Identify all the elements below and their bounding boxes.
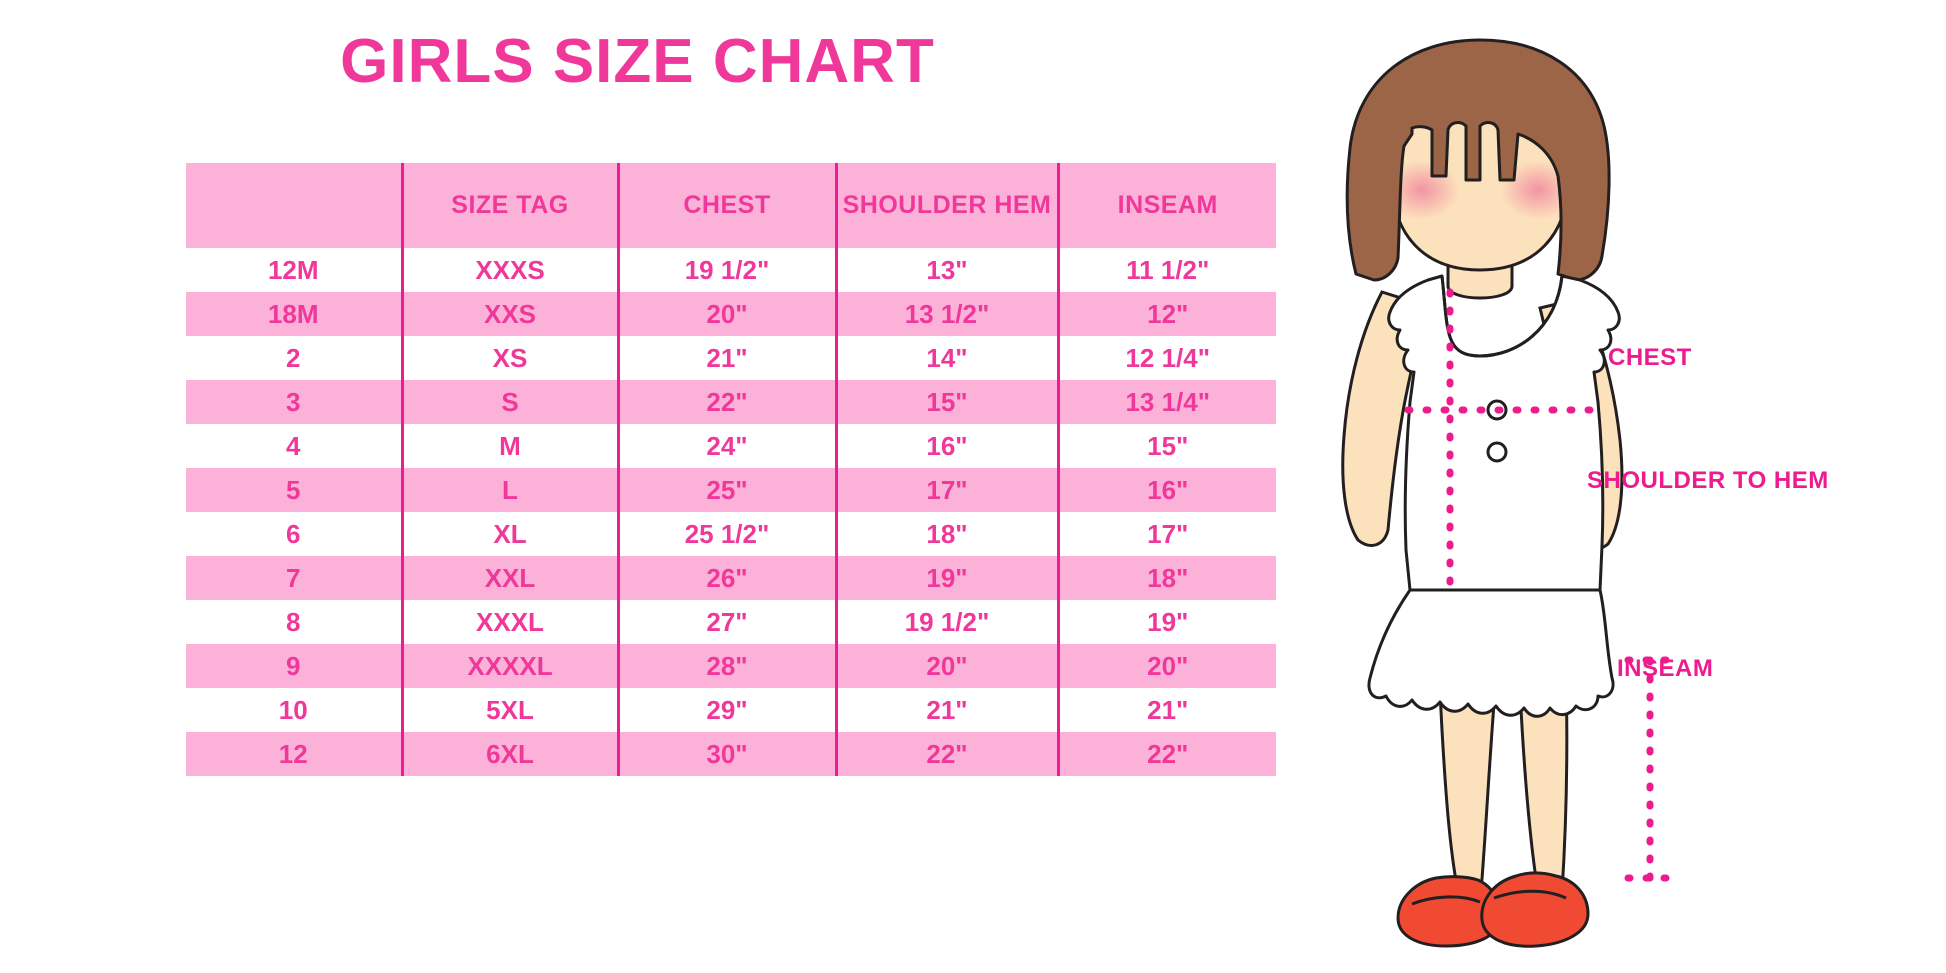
cell-size-tag: 5XL: [400, 688, 618, 732]
cell-size: 10: [186, 688, 402, 732]
table-row: 5 L 25" 17" 16": [186, 468, 1276, 512]
cell-size-tag: M: [400, 424, 618, 468]
figure-body-group: [1341, 38, 1676, 948]
cell-shoulder-hem: 21": [834, 688, 1058, 732]
cell-chest: 27": [616, 600, 836, 644]
cell-inseam: 15": [1056, 424, 1276, 468]
column-header-inseam: INSEAM: [1056, 163, 1276, 248]
girl-figure-illustration: [1300, 30, 1946, 970]
column-header-shoulder-hem: SHOULDER HEM: [834, 163, 1058, 248]
table-row: 8 XXXL 27" 19 1/2" 19": [186, 600, 1276, 644]
cell-size-tag: XXXXL: [400, 644, 618, 688]
cell-chest: 28": [616, 644, 836, 688]
table-row: 18M XXS 20" 13 1/2" 12": [186, 292, 1276, 336]
cell-inseam: 11 1/2": [1056, 248, 1276, 292]
cell-size: 18M: [186, 292, 402, 336]
column-header-size-tag: SIZE TAG: [400, 163, 618, 248]
cell-size: 2: [186, 336, 402, 380]
cell-size: 12M: [186, 248, 402, 292]
skirt-garment: [1367, 588, 1615, 718]
page-title: GIRLS SIZE CHART: [340, 27, 935, 96]
column-header-size: [186, 163, 402, 248]
size-chart-table: SIZE TAG CHEST SHOULDER HEM INSEAM 12M XX…: [186, 163, 1276, 776]
cell-inseam: 13 1/4": [1056, 380, 1276, 424]
cell-size-tag: XXS: [400, 292, 618, 336]
cell-inseam: 18": [1056, 556, 1276, 600]
button-lower: [1486, 441, 1508, 463]
cell-chest: 26": [616, 556, 836, 600]
cell-size: 5: [186, 468, 402, 512]
table-row: 3 S 22" 15" 13 1/4": [186, 380, 1276, 424]
cell-shoulder-hem: 17": [834, 468, 1058, 512]
cell-size: 7: [186, 556, 402, 600]
measurement-label-shoulder-to-hem: SHOULDER TO HEM: [1587, 467, 1829, 494]
cell-shoulder-hem: 15": [834, 380, 1058, 424]
table-row: 12 6XL 30" 22" 22": [186, 732, 1276, 776]
cell-inseam: 17": [1056, 512, 1276, 556]
cell-chest: 21": [616, 336, 836, 380]
cell-size-tag: XXL: [400, 556, 618, 600]
measurement-label-inseam: INSEAM: [1617, 655, 1714, 682]
cell-size-tag: S: [400, 380, 618, 424]
table-row: 6 XL 25 1/2" 18" 17": [186, 512, 1276, 556]
size-chart-table-wrapper: SIZE TAG CHEST SHOULDER HEM INSEAM 12M XX…: [186, 163, 1276, 776]
cell-size-tag: XXXL: [400, 600, 618, 644]
cell-shoulder-hem: 14": [834, 336, 1058, 380]
shoes-group: [1396, 871, 1590, 948]
cell-shoulder-hem: 13": [834, 248, 1058, 292]
cell-inseam: 20": [1056, 644, 1276, 688]
cell-size-tag: L: [400, 468, 618, 512]
cell-shoulder-hem: 13 1/2": [834, 292, 1058, 336]
cell-size: 3: [186, 380, 402, 424]
table-body: 12M XXXS 19 1/2" 13" 11 1/2" 18M XXS 20" 13 1/2"…: [186, 248, 1276, 776]
table-row: 10 5XL 29" 21" 21": [186, 688, 1276, 732]
cell-shoulder-hem: 20": [834, 644, 1058, 688]
table-row: 12M XXXS 19 1/2" 13" 11 1/2": [186, 248, 1276, 292]
header-row: SIZE TAG CHEST SHOULDER HEM INSEAM: [186, 163, 1276, 248]
hair: [1345, 38, 1611, 282]
table-row: 7 XXL 26" 19" 18": [186, 556, 1276, 600]
cell-shoulder-hem: 19": [834, 556, 1058, 600]
cell-shoulder-hem: 16": [834, 424, 1058, 468]
cell-inseam: 22": [1056, 732, 1276, 776]
cell-size: 6: [186, 512, 402, 556]
column-header-chest: CHEST: [616, 163, 836, 248]
cell-inseam: 12 1/4": [1056, 336, 1276, 380]
table-header: SIZE TAG CHEST SHOULDER HEM INSEAM: [186, 163, 1276, 248]
table-row: 4 M 24" 16" 15": [186, 424, 1276, 468]
cell-chest: 22": [616, 380, 836, 424]
cell-chest: 25": [616, 468, 836, 512]
cell-inseam: 16": [1056, 468, 1276, 512]
cell-shoulder-hem: 18": [834, 512, 1058, 556]
head-group: [1345, 38, 1611, 282]
measurement-guides: [1404, 288, 1676, 882]
table-row: 2 XS 21" 14" 12 1/4": [186, 336, 1276, 380]
cell-size-tag: XL: [400, 512, 618, 556]
blouse-garment: [1387, 274, 1621, 592]
cell-size: 8: [186, 600, 402, 644]
cell-chest: 19 1/2": [616, 248, 836, 292]
cell-chest: 30": [616, 732, 836, 776]
cell-inseam: 12": [1056, 292, 1276, 336]
cell-chest: 20": [616, 292, 836, 336]
cell-shoulder-hem: 19 1/2": [834, 600, 1058, 644]
cell-size-tag: 6XL: [400, 732, 618, 776]
measurement-label-chest: CHEST: [1608, 344, 1692, 371]
cell-size: 12: [186, 732, 402, 776]
cell-size-tag: XS: [400, 336, 618, 380]
table-row: 9 XXXXL 28" 20" 20": [186, 644, 1276, 688]
cell-size: 9: [186, 644, 402, 688]
cell-chest: 24": [616, 424, 836, 468]
cell-chest: 25 1/2": [616, 512, 836, 556]
cell-inseam: 21": [1056, 688, 1276, 732]
cell-size-tag: XXXS: [400, 248, 618, 292]
cell-chest: 29": [616, 688, 836, 732]
cell-inseam: 19": [1056, 600, 1276, 644]
cell-size: 4: [186, 424, 402, 468]
cell-shoulder-hem: 22": [834, 732, 1058, 776]
